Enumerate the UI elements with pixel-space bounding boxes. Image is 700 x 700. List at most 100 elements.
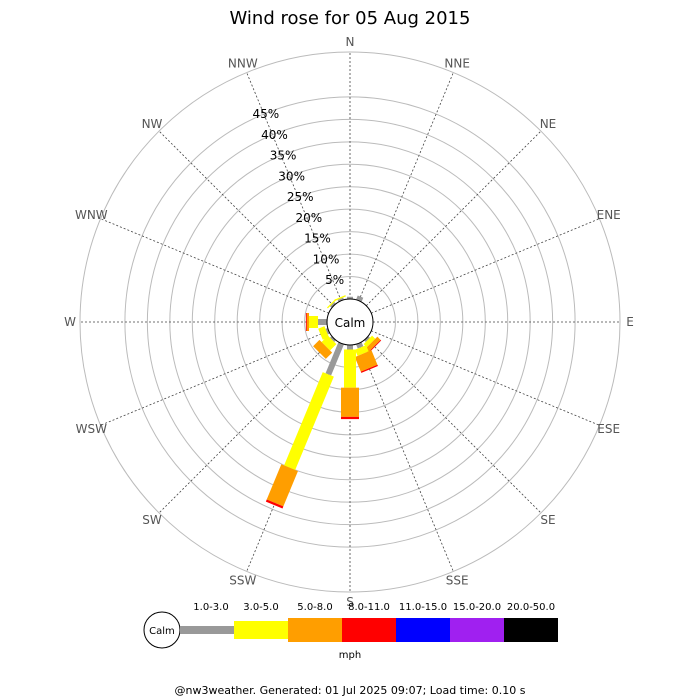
bar-wsw-1.0-3.0: [325, 328, 330, 335]
bar-n-1.0-3.0: [347, 296, 353, 299]
bar-group: [305, 313, 307, 331]
bar-group: [341, 387, 359, 417]
bar-group: [367, 339, 382, 354]
bar-sse-3.0-5.0: [354, 345, 369, 356]
legend-swatch-3.0-5.0: [234, 621, 288, 639]
percent-labels: 5% 10% 15% 20% 25% 30% 35% 40% 45%: [253, 107, 345, 287]
bar-sw-1.0-3.0: [330, 336, 336, 342]
direction-label-wnw: WNW: [75, 208, 108, 222]
calm-circle: [326, 298, 374, 346]
calm-label: Calm: [335, 316, 366, 330]
grid-ring: [146, 118, 554, 526]
bar-nw-3.0-5.0: [326, 298, 337, 309]
footer-text: @nw3weather. Generated: 01 Jul 2025 09:0…: [175, 684, 526, 697]
percent-label: 5%: [325, 273, 344, 287]
direction-label-ene: ENE: [597, 208, 621, 222]
frequency-bars: [265, 295, 382, 509]
direction-label-ssw: SSW: [229, 574, 256, 588]
bar-w-5.0-8.0: [306, 313, 310, 331]
bar-group: [354, 350, 378, 372]
bar-se-5.0-8.0: [364, 336, 381, 353]
bar-sw-3.0-5.0: [321, 335, 337, 351]
spoke-ne: [365, 130, 542, 307]
bar-ssw-8.0-11.0: [265, 499, 284, 509]
spoke-ese: [371, 330, 600, 426]
bar-s-8.0-11.0: [341, 416, 359, 420]
bar-group: [360, 364, 378, 373]
direction-label-nne: NNE: [444, 56, 470, 70]
bar-group: [284, 372, 334, 471]
legend-label: 20.0-50.0: [507, 602, 555, 613]
spoke-ene: [371, 218, 600, 314]
bar-group: [337, 297, 344, 302]
direction-label-s: S: [346, 595, 354, 609]
legend-swatch-5.0-8.0: [288, 618, 342, 642]
legend-swatch-15.0-20.0: [450, 618, 504, 642]
grid-ring: [124, 96, 576, 548]
legend-label: 3.0-5.0: [243, 602, 278, 613]
bar-group: [347, 296, 353, 299]
bar-group: [318, 319, 328, 325]
bar-group: [309, 316, 319, 328]
legend-items: 1.0-3.0 3.0-5.0 5.0-8.0 8.0-11.0 11.0-15.0 15…: [180, 602, 558, 642]
spoke-sse: [358, 343, 454, 572]
bar-sse-5.0-8.0: [354, 350, 378, 372]
legend-swatch-11.0-15.0: [396, 618, 450, 642]
bar-w-1.0-3.0: [318, 319, 328, 325]
bar-se-1.0-3.0: [364, 336, 370, 342]
legend-swatch-1.0-3.0: [180, 626, 234, 634]
bar-group: [354, 345, 369, 356]
direction-label-wsw: WSW: [76, 422, 107, 436]
bar-group: [341, 416, 359, 420]
bar-group: [325, 328, 330, 335]
bar-group: [363, 335, 376, 348]
bar-ssw-1.0-3.0: [325, 342, 344, 376]
bar-group: [326, 298, 337, 309]
direction-label-se: SE: [540, 513, 555, 527]
bar-s-1.0-3.0: [347, 345, 353, 350]
legend-label: 15.0-20.0: [453, 602, 501, 613]
bar-w-8.0-11.0: [305, 313, 307, 331]
bar-group: [344, 349, 356, 388]
legend-swatch-8.0-11.0: [342, 618, 396, 642]
legend-swatch-20.0-50.0: [504, 618, 558, 642]
bar-s-5.0-8.0: [341, 387, 359, 417]
direction-label-sse: SSE: [446, 574, 469, 588]
bar-group: [266, 464, 298, 507]
bar-group: [306, 313, 310, 331]
spoke-se: [365, 337, 542, 514]
percent-label: 20%: [295, 211, 322, 225]
percent-label: 45%: [253, 107, 280, 121]
bar-group: [364, 336, 381, 353]
direction-label-ese: ESE: [597, 422, 620, 436]
bar-sse-8.0-11.0: [360, 364, 378, 373]
spoke-sw: [158, 337, 335, 514]
bar-ssw-3.0-5.0: [284, 372, 334, 471]
bar-ssw-5.0-8.0: [266, 464, 298, 507]
percent-label: 30%: [278, 169, 305, 183]
bar-group: [318, 326, 329, 340]
direction-label-ne: NE: [540, 117, 557, 131]
legend-label: 5.0-8.0: [297, 602, 332, 613]
legend-label: 1.0-3.0: [193, 602, 228, 613]
direction-label-n: N: [346, 35, 355, 49]
percent-label: 35%: [270, 149, 297, 163]
bar-w-3.0-5.0: [309, 316, 319, 328]
direction-label-e: E: [626, 315, 634, 329]
bar-group: [347, 345, 353, 350]
spoke-nne: [358, 72, 454, 301]
bar-group: [334, 295, 346, 301]
bar-se-3.0-5.0: [363, 335, 376, 348]
bar-nnw-3.0-5.0: [334, 295, 346, 301]
percent-label: 15%: [304, 232, 331, 246]
spoke-nnw: [246, 72, 342, 301]
bar-group: [313, 339, 333, 359]
bar-nw-1.0-3.0: [330, 302, 336, 308]
grid-ring: [191, 163, 509, 481]
grid-ring: [79, 51, 621, 593]
direction-labels: N NNE NE ENE E ESE SE SSE S SSW SW WSW W WNW NW NNW: [64, 35, 634, 609]
bar-wsw-3.0-5.0: [318, 326, 329, 340]
bar-group: [265, 499, 284, 509]
bar-group: [325, 342, 344, 376]
